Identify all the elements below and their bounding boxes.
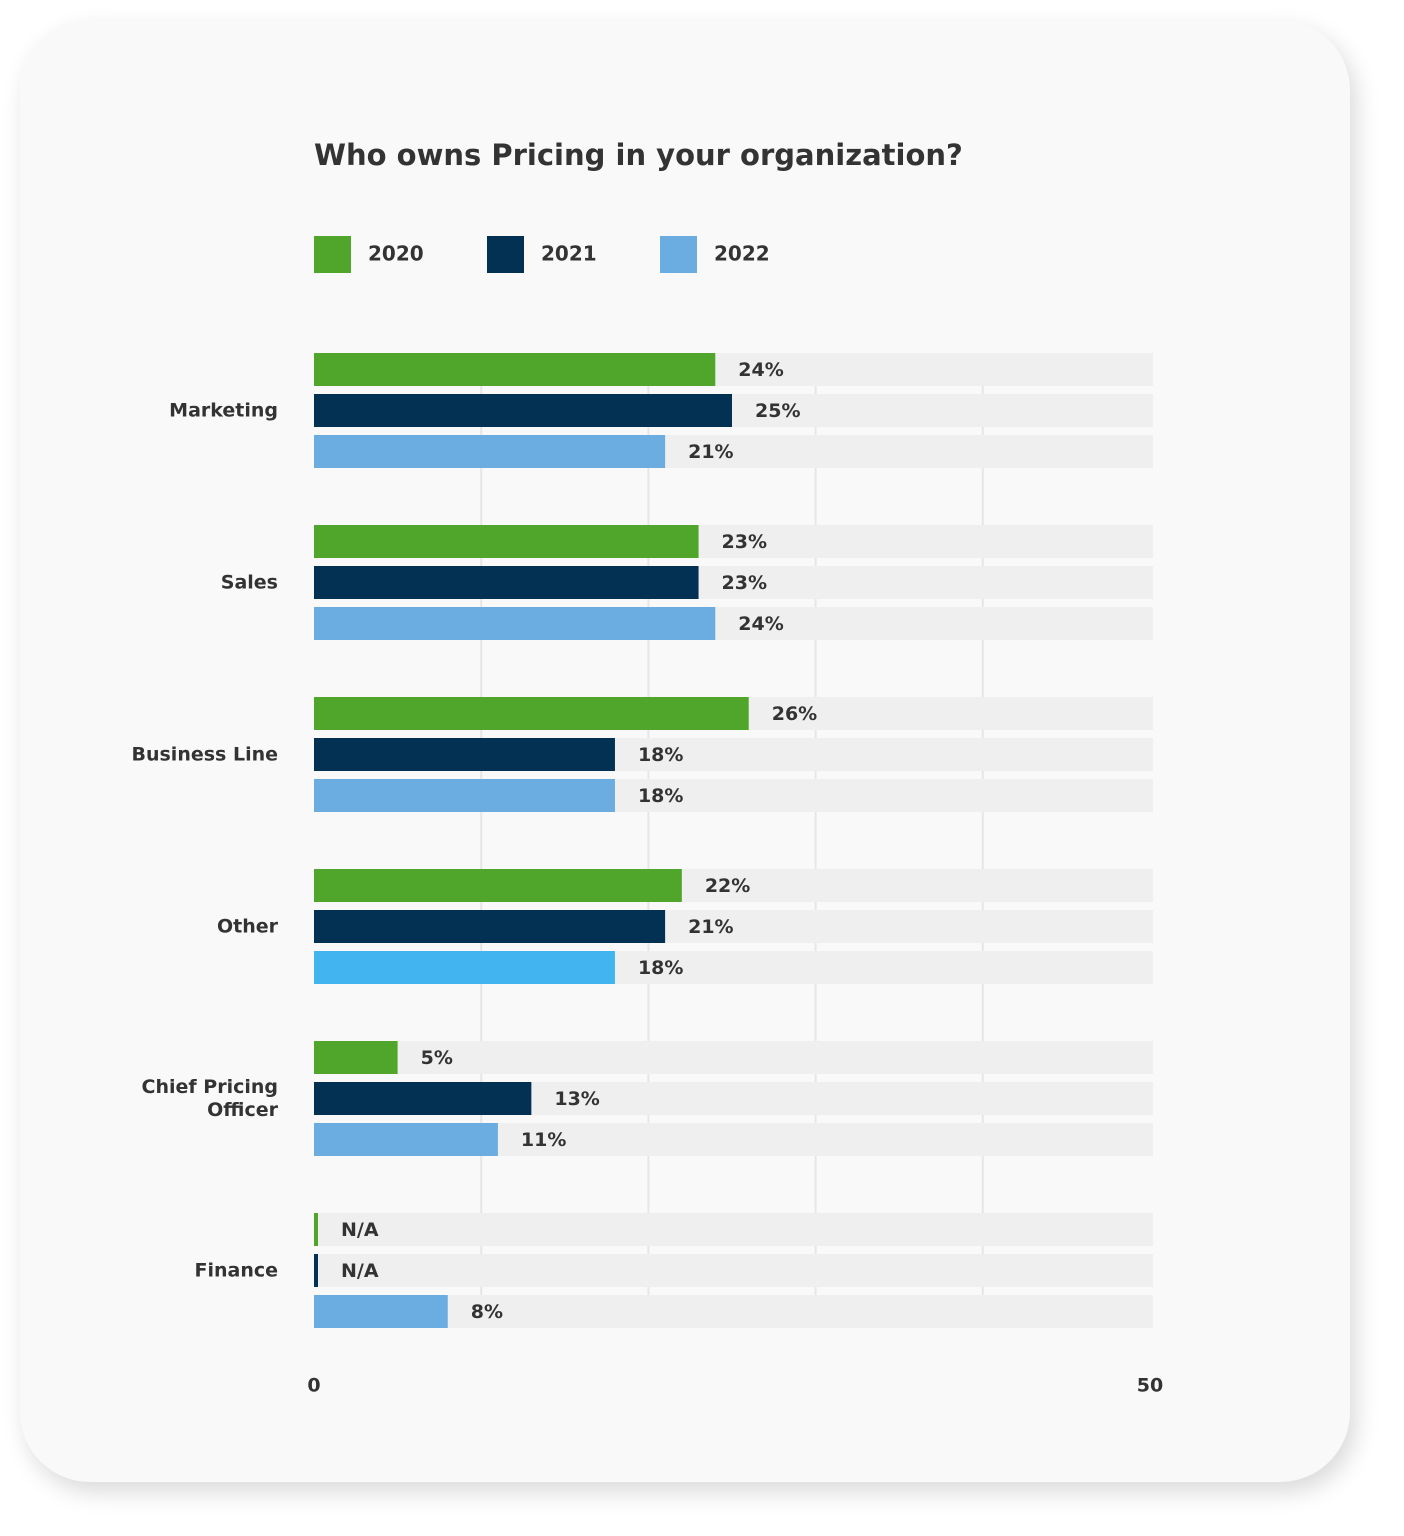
bar xyxy=(314,1213,318,1246)
value-label: 22% xyxy=(705,875,750,897)
legend-swatch xyxy=(314,236,351,273)
value-label: 23% xyxy=(722,531,767,553)
bar xyxy=(314,353,716,386)
category-label: Finance xyxy=(194,1259,278,1281)
bar xyxy=(314,1041,398,1074)
value-label: 21% xyxy=(688,916,733,938)
value-label: 18% xyxy=(638,785,683,807)
legend-swatch xyxy=(660,236,697,273)
value-label: 18% xyxy=(638,744,683,766)
bar xyxy=(314,779,615,812)
legend-swatch xyxy=(487,236,524,273)
bar xyxy=(314,1123,498,1156)
bar xyxy=(314,738,615,771)
value-label: N/A xyxy=(341,1260,379,1282)
value-label: 13% xyxy=(554,1088,599,1110)
category-label: Business Line xyxy=(131,743,278,765)
bar xyxy=(314,910,666,943)
value-label: 5% xyxy=(421,1047,453,1069)
bar xyxy=(314,607,716,640)
bar xyxy=(314,1254,318,1287)
value-label: 23% xyxy=(722,572,767,594)
value-label: 26% xyxy=(772,703,817,725)
bar xyxy=(314,394,732,427)
value-label: 24% xyxy=(738,359,783,381)
value-label: N/A xyxy=(341,1219,379,1241)
legend-label: 2022 xyxy=(714,242,770,266)
bar xyxy=(314,1295,448,1328)
bar xyxy=(314,697,749,730)
legend-label: 2021 xyxy=(541,242,597,266)
category-label: Marketing xyxy=(169,399,278,421)
category-label: Chief Pricing Officer xyxy=(141,1075,278,1121)
value-label: 11% xyxy=(521,1129,566,1151)
chart-title: Who owns Pricing in your organization? xyxy=(314,138,963,172)
bar xyxy=(314,525,699,558)
bar xyxy=(314,1082,532,1115)
x-tick-label: 0 xyxy=(307,1375,320,1397)
bar xyxy=(314,435,666,468)
legend-label: 2020 xyxy=(368,242,424,266)
value-label: 18% xyxy=(638,957,683,979)
x-tick-label: 50 xyxy=(1137,1375,1163,1397)
value-label: 24% xyxy=(738,613,783,635)
bar xyxy=(314,869,682,902)
category-label: Other xyxy=(216,915,278,937)
bar-track xyxy=(314,1295,1153,1328)
value-label: 21% xyxy=(688,441,733,463)
category-label: Sales xyxy=(220,571,278,593)
value-label: 8% xyxy=(471,1301,503,1323)
bar xyxy=(314,566,699,599)
bar-track xyxy=(314,1041,1153,1074)
bar-track xyxy=(314,1213,1153,1246)
value-label: 25% xyxy=(755,400,800,422)
bar xyxy=(314,951,615,984)
bar-track xyxy=(314,1254,1153,1287)
